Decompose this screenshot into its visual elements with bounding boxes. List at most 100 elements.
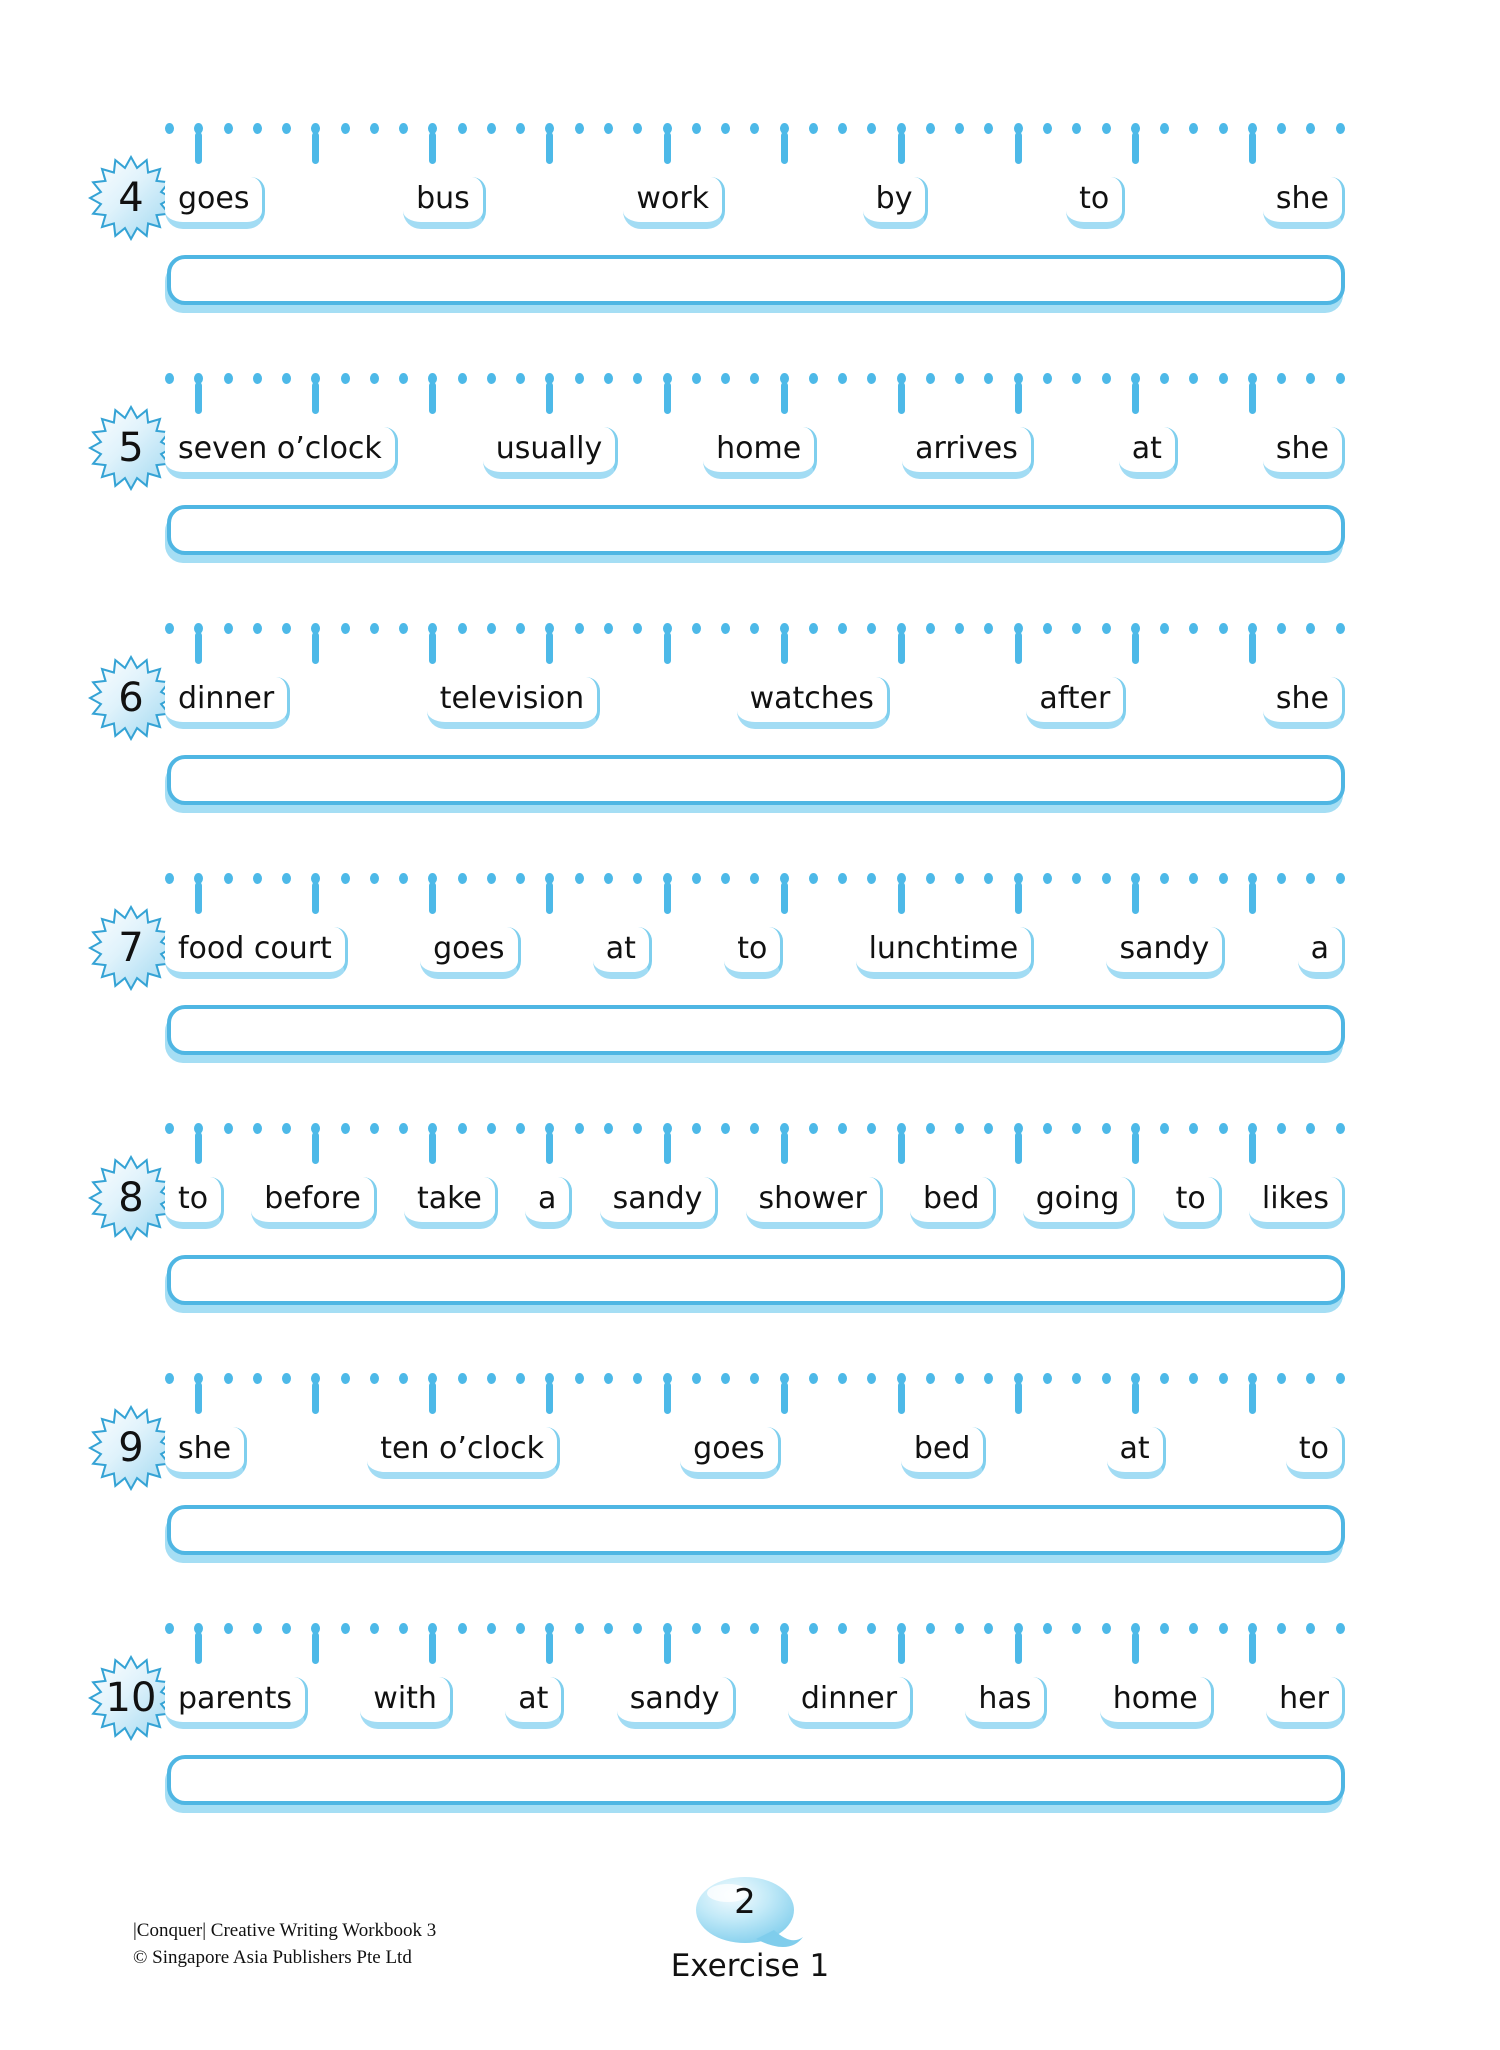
dot: [1218, 123, 1228, 134]
word-card[interactable]: before: [251, 1177, 377, 1229]
exercise-number: 8: [118, 1175, 144, 1221]
answer-box[interactable]: [167, 1755, 1345, 1805]
dot: [340, 1623, 350, 1634]
word-card[interactable]: with: [360, 1677, 453, 1729]
word-card[interactable]: her: [1266, 1677, 1345, 1729]
dot: [838, 1373, 848, 1384]
word-card[interactable]: at: [1106, 1427, 1166, 1479]
word-card[interactable]: going: [1022, 1177, 1136, 1229]
dot: [1277, 1373, 1287, 1384]
pin-dot: [545, 1123, 555, 1164]
word-card[interactable]: bus: [403, 177, 486, 229]
dot: [808, 1373, 818, 1384]
dot: [691, 373, 701, 384]
dot: [340, 123, 350, 134]
pin-dot: [779, 1373, 789, 1414]
word-card[interactable]: take: [403, 1177, 498, 1229]
word-card[interactable]: she: [1262, 427, 1345, 479]
word-card[interactable]: food court: [165, 927, 348, 979]
word-card[interactable]: at: [592, 927, 652, 979]
answer-box[interactable]: [167, 1005, 1345, 1055]
word-card[interactable]: to: [1162, 1177, 1222, 1229]
word-card[interactable]: after: [1026, 677, 1127, 729]
word-card[interactable]: dinner: [787, 1677, 914, 1729]
dot: [633, 873, 643, 884]
word-card[interactable]: dinner: [165, 677, 291, 729]
dot: [1277, 873, 1287, 884]
word-card[interactable]: home: [1099, 1677, 1214, 1729]
word-card[interactable]: a: [1297, 927, 1345, 979]
dot: [399, 373, 409, 384]
answer-box[interactable]: [167, 755, 1345, 805]
page-number: 2: [734, 1882, 756, 1922]
word-card[interactable]: goes: [165, 177, 266, 229]
exercise-number: 4: [118, 175, 144, 221]
word-card[interactable]: sandy: [599, 1177, 719, 1229]
word-card[interactable]: by: [862, 177, 929, 229]
dot: [165, 373, 174, 384]
word-card[interactable]: has: [965, 1677, 1048, 1729]
starburst-icon: [88, 905, 174, 991]
answer-box[interactable]: [167, 505, 1345, 555]
word-card[interactable]: ten o’clock: [367, 1427, 560, 1479]
answer-box[interactable]: [167, 255, 1345, 305]
word-card[interactable]: goes: [680, 1427, 781, 1479]
word-card[interactable]: lunchtime: [855, 927, 1035, 979]
word-card[interactable]: to: [1285, 1427, 1345, 1479]
word-card[interactable]: television: [426, 677, 601, 729]
word-card[interactable]: sandy: [616, 1677, 736, 1729]
word-card[interactable]: she: [165, 1427, 248, 1479]
word-card[interactable]: at: [505, 1677, 565, 1729]
starburst-icon: [88, 155, 174, 241]
word-card[interactable]: to: [724, 927, 784, 979]
word-card[interactable]: seven o’clock: [165, 427, 398, 479]
answer-box[interactable]: [167, 1255, 1345, 1305]
pin-dot: [545, 623, 555, 664]
word-card[interactable]: to: [1066, 177, 1126, 229]
word-card[interactable]: shower: [745, 1177, 883, 1229]
dot: [808, 1623, 818, 1634]
word-card[interactable]: arrives: [902, 427, 1034, 479]
pin-dot: [311, 1623, 321, 1664]
dot: [399, 1123, 409, 1134]
word-card[interactable]: parents: [165, 1677, 308, 1729]
dot: [1042, 123, 1052, 134]
dot: [603, 123, 613, 134]
pin-dot: [194, 623, 204, 664]
word-card[interactable]: she: [1262, 677, 1345, 729]
word-card[interactable]: likes: [1248, 1177, 1345, 1229]
word-card[interactable]: at: [1118, 427, 1178, 479]
dot: [457, 623, 467, 634]
word-card[interactable]: bed: [900, 1427, 987, 1479]
dot: [1160, 623, 1170, 634]
pin-dot: [311, 623, 321, 664]
exercise-number: 10: [105, 1675, 157, 1721]
pin-dot: [779, 623, 789, 664]
dot: [223, 1373, 233, 1384]
answer-box[interactable]: [167, 1505, 1345, 1555]
exercise-list: 4 goes bus work by to she 5 seven o’clock usua…: [0, 95, 1500, 1845]
word-card[interactable]: goes: [420, 927, 521, 979]
dot: [1101, 1373, 1111, 1384]
word-card[interactable]: bed: [910, 1177, 996, 1229]
word-card[interactable]: home: [703, 427, 818, 479]
word-card[interactable]: usually: [482, 427, 619, 479]
dot: [925, 123, 935, 134]
dot: [1072, 1123, 1082, 1134]
word-card[interactable]: she: [1262, 177, 1345, 229]
exercise-row-8: 8 to before take a sandy shower bed going to like…: [0, 1095, 1500, 1345]
word-card[interactable]: watches: [736, 677, 890, 729]
word-card[interactable]: a: [525, 1177, 573, 1229]
dot: [252, 623, 262, 634]
dot: [1306, 623, 1316, 634]
word-card[interactable]: to: [165, 1177, 225, 1229]
pin-dot: [194, 123, 204, 164]
dot: [633, 1123, 643, 1134]
word-card[interactable]: work: [623, 177, 726, 229]
dot: [838, 1123, 848, 1134]
dot: [1160, 1623, 1170, 1634]
dot: [721, 1623, 731, 1634]
dot: [1306, 1373, 1316, 1384]
dot: [633, 123, 643, 134]
word-card[interactable]: sandy: [1106, 927, 1226, 979]
